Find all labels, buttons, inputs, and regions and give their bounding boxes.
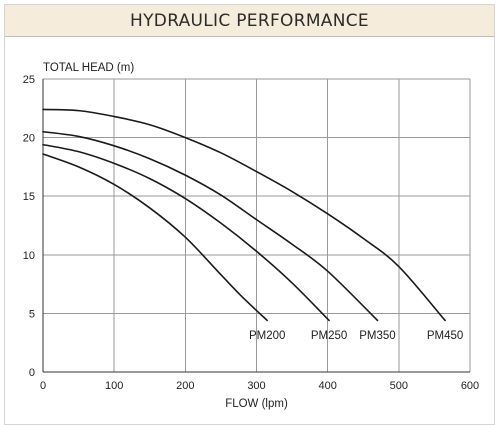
x-tick-label: 0 <box>40 380 46 392</box>
y-tick-label: 25 <box>23 74 35 86</box>
y-tick-label: 5 <box>29 308 35 320</box>
series-label-pm200: PM200 <box>249 330 285 342</box>
x-axis-label: FLOW (lpm) <box>225 398 288 410</box>
y-tick-label: 10 <box>23 250 35 262</box>
y-tick-label: 0 <box>29 367 35 379</box>
chart-frame: HYDRAULIC PERFORMANCE <box>4 4 495 425</box>
y-tick-label: 20 <box>23 133 35 145</box>
curve-pm350 <box>42 130 379 322</box>
x-tick-label: 200 <box>176 380 194 392</box>
series-label-pm250: PM250 <box>311 330 347 342</box>
x-tick-label: 500 <box>390 380 408 392</box>
series-label-pm450: PM450 <box>427 330 463 342</box>
curve-pm450 <box>42 108 446 322</box>
y-axis-label: TOTAL HEAD (m) <box>43 62 134 74</box>
series-label-pm350: PM350 <box>359 330 395 342</box>
title-bar: HYDRAULIC PERFORMANCE <box>5 5 494 37</box>
x-tick-label: 400 <box>318 380 336 392</box>
x-tick-label: 300 <box>247 380 265 392</box>
y-tick-label: 15 <box>23 191 35 203</box>
x-tick-label: 100 <box>105 380 123 392</box>
curve-pm200 <box>42 153 268 322</box>
x-tick-label: 600 <box>461 380 479 392</box>
chart-title: HYDRAULIC PERFORMANCE <box>130 10 369 31</box>
curve-pm250 <box>42 143 330 322</box>
